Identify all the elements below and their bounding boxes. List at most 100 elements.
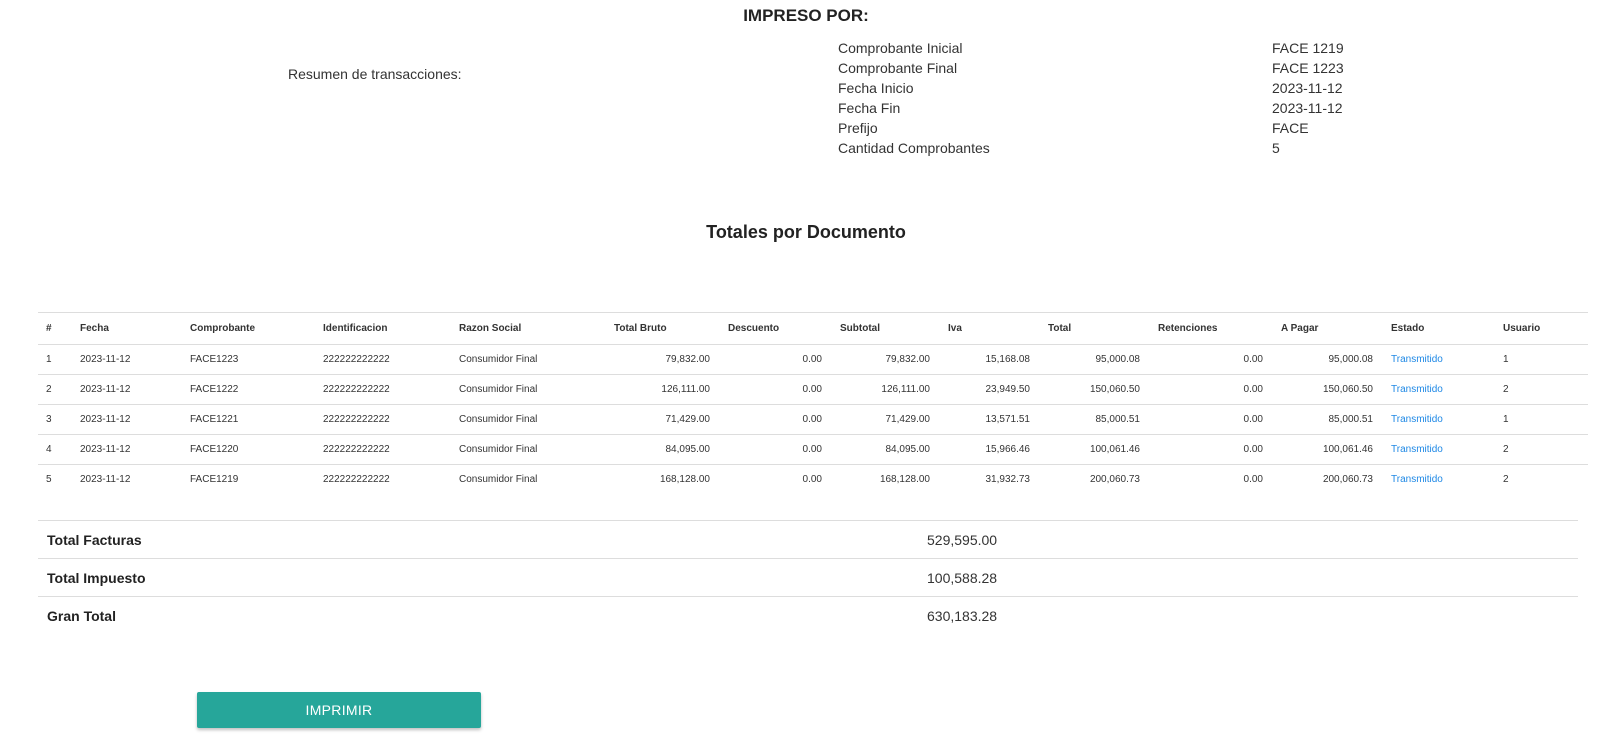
table-cell: 2023-11-12: [72, 374, 182, 405]
total-facturas-row: Total Facturas 529,595.00: [38, 520, 1578, 558]
table-cell: 0.00: [1150, 434, 1273, 465]
totals-section: Total Facturas 529,595.00 Total Impuesto…: [38, 520, 1578, 634]
column-header: Usuario: [1495, 312, 1588, 345]
summary-value: FACE 1223: [1272, 60, 1344, 76]
column-header: Iva: [940, 312, 1040, 345]
column-header: Estado: [1383, 312, 1495, 345]
status-link[interactable]: Transmitido: [1383, 464, 1495, 495]
table-cell: 2: [1495, 374, 1588, 405]
summary-key: Cantidad Comprobantes: [838, 140, 990, 156]
documents-table: # Fecha Comprobante Identificacion Razon Soc…: [38, 312, 1588, 495]
table-cell: 79,832.00: [832, 344, 940, 375]
table-cell: 71,429.00: [606, 404, 720, 435]
total-value: 100,588.28: [927, 569, 998, 586]
table-cell: 31,932.73: [940, 464, 1040, 495]
column-header: Identificacion: [315, 312, 451, 345]
table-cell: 2: [1495, 464, 1588, 495]
table-cell: 3: [38, 404, 72, 435]
column-header: Razon Social: [451, 312, 606, 345]
column-header: Fecha: [72, 312, 182, 345]
table-cell: 2: [38, 374, 72, 405]
summary-key: Comprobante Final: [838, 60, 958, 76]
table-cell: 85,000.51: [1040, 404, 1150, 435]
table-cell: 13,571.51: [940, 404, 1040, 435]
summary-row: Comprobante Final FACE 1223: [838, 58, 1472, 78]
table-cell: 95,000.08: [1040, 344, 1150, 375]
summary-key: Comprobante Inicial: [838, 40, 963, 56]
table-cell: 0.00: [1150, 374, 1273, 405]
table-cell: 95,000.08: [1273, 344, 1383, 375]
table-cell: 84,095.00: [606, 434, 720, 465]
table-cell: 150,060.50: [1040, 374, 1150, 405]
summary-row: Fecha Inicio 2023-11-12: [838, 78, 1472, 98]
table-cell: 2023-11-12: [72, 344, 182, 375]
table-cell: 222222222222: [315, 344, 451, 375]
summary-row: Prefijo FACE: [838, 118, 1472, 138]
column-header: Descuento: [720, 312, 832, 345]
column-header: Subtotal: [832, 312, 940, 345]
status-link[interactable]: Transmitido: [1383, 404, 1495, 435]
table-cell: 2023-11-12: [72, 404, 182, 435]
table-cell: 0.00: [720, 344, 832, 375]
print-button[interactable]: IMPRIMIR: [197, 692, 481, 728]
table-row: 2 2023-11-12 FACE1222 222222222222 Consumido…: [38, 374, 1588, 405]
table-cell: 100,061.46: [1273, 434, 1383, 465]
table-cell: FACE1219: [182, 464, 315, 495]
table-cell: 0.00: [720, 434, 832, 465]
summary-row: Fecha Fin 2023-11-12: [838, 98, 1472, 118]
status-link[interactable]: Transmitido: [1383, 374, 1495, 405]
table-cell: 200,060.73: [1273, 464, 1383, 495]
table-cell: 5: [38, 464, 72, 495]
table-cell: FACE1220: [182, 434, 315, 465]
summary-row: Comprobante Inicial FACE 1219: [838, 38, 1472, 58]
table-cell: 2: [1495, 434, 1588, 465]
table-header-row: # Fecha Comprobante Identificacion Razon Soc…: [38, 312, 1588, 345]
table-cell: 126,111.00: [832, 374, 940, 405]
table-cell: 168,128.00: [606, 464, 720, 495]
summary-value: 2023-11-12: [1272, 100, 1343, 116]
table-cell: 150,060.50: [1273, 374, 1383, 405]
summary-key: Fecha Fin: [838, 100, 901, 116]
table-cell: 1: [38, 344, 72, 375]
status-link[interactable]: Transmitido: [1383, 344, 1495, 375]
table-cell: 84,095.00: [832, 434, 940, 465]
table-row: 1 2023-11-12 FACE1223 222222222222 Consumido…: [38, 344, 1588, 375]
table-cell: 0.00: [1150, 344, 1273, 375]
table-cell: 79,832.00: [606, 344, 720, 375]
column-header: Total Bruto: [606, 312, 720, 345]
column-header: A Pagar: [1273, 312, 1383, 345]
total-value: 630,183.28: [927, 607, 998, 624]
table-cell: 1: [1495, 344, 1588, 375]
table-cell: 23,949.50: [940, 374, 1040, 405]
table-cell: 200,060.73: [1040, 464, 1150, 495]
total-label: Gran Total: [47, 607, 116, 624]
total-value: 529,595.00: [927, 531, 998, 548]
total-impuesto-row: Total Impuesto 100,588.28: [38, 558, 1578, 596]
table-cell: 222222222222: [315, 464, 451, 495]
table-cell: 71,429.00: [832, 404, 940, 435]
summary-label: Resumen de transacciones:: [288, 66, 462, 82]
table-cell: Consumidor Final: [451, 434, 606, 465]
summary-value: 2023-11-12: [1272, 80, 1343, 96]
total-label: Total Facturas: [47, 531, 142, 548]
table-cell: 1: [1495, 404, 1588, 435]
status-link[interactable]: Transmitido: [1383, 434, 1495, 465]
table-cell: 85,000.51: [1273, 404, 1383, 435]
table-cell: 0.00: [720, 374, 832, 405]
table-cell: FACE1221: [182, 404, 315, 435]
table-cell: 0.00: [720, 464, 832, 495]
summary-value: 5: [1272, 140, 1280, 156]
summary-value: FACE: [1272, 120, 1309, 136]
table-cell: 222222222222: [315, 404, 451, 435]
table-cell: Consumidor Final: [451, 464, 606, 495]
column-header: Total: [1040, 312, 1150, 345]
table-cell: 2023-11-12: [72, 434, 182, 465]
table-cell: 0.00: [1150, 464, 1273, 495]
column-header: Comprobante: [182, 312, 315, 345]
table-row: 3 2023-11-12 FACE1221 222222222222 Consumido…: [38, 404, 1588, 435]
table-cell: 15,168.08: [940, 344, 1040, 375]
table-cell: FACE1223: [182, 344, 315, 375]
summary-key: Prefijo: [838, 120, 878, 136]
table-cell: FACE1222: [182, 374, 315, 405]
table-cell: 4: [38, 434, 72, 465]
